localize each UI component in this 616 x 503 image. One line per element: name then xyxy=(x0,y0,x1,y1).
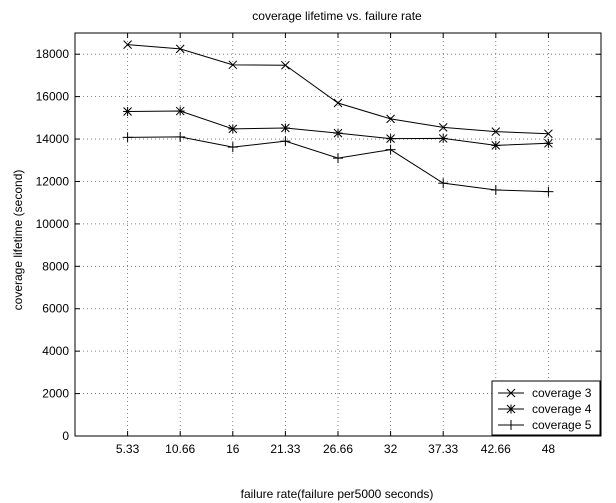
data-point xyxy=(385,144,396,155)
ticks: 0 2000 4000 6000 8000 10000 12000 14000 16000 180… xyxy=(36,33,601,456)
chart-title: coverage lifetime vs. failure rate xyxy=(252,9,422,23)
legend-entry: coverage 4 xyxy=(498,402,592,416)
data-point xyxy=(175,106,185,116)
data-point xyxy=(438,133,448,143)
y-tick-label: 8000 xyxy=(42,259,69,273)
y-tick-label: 0 xyxy=(62,429,69,443)
legend-label: coverage 4 xyxy=(532,402,592,416)
data-point xyxy=(280,136,291,147)
series-1 xyxy=(123,40,553,139)
data-point xyxy=(123,40,132,50)
data-point xyxy=(386,134,396,144)
y-tick-label: 14000 xyxy=(36,132,70,146)
data-point xyxy=(438,123,448,132)
data-point xyxy=(228,60,238,70)
legend-entry: coverage 3 xyxy=(498,386,592,400)
data-point xyxy=(333,98,343,108)
y-tick-label: 18000 xyxy=(36,47,70,61)
x-tick-label: 32 xyxy=(384,442,398,456)
x-tick-label: 48 xyxy=(542,442,556,456)
data-point xyxy=(123,106,133,116)
legend-label: coverage 3 xyxy=(532,386,592,400)
data-point xyxy=(228,124,238,134)
data-point xyxy=(333,128,343,138)
series-2 xyxy=(123,106,553,150)
x-tick-label: 42.66 xyxy=(481,442,511,456)
legend: coverage 3 coverage 4 coverage 5 xyxy=(491,380,601,436)
data-point xyxy=(386,114,395,124)
data-point xyxy=(438,178,449,189)
y-tick-label: 16000 xyxy=(36,90,70,104)
x-tick-label: 5.33 xyxy=(116,442,140,456)
data-point xyxy=(175,44,185,54)
data-point xyxy=(175,131,186,142)
x-tick-label: 26.66 xyxy=(323,442,353,456)
data-point xyxy=(491,127,501,136)
x-axis-label: failure rate(failure per5000 seconds) xyxy=(241,487,434,501)
series-line xyxy=(127,110,549,146)
data-point xyxy=(543,186,554,197)
data-point xyxy=(281,60,290,70)
x-tick-label: 21.33 xyxy=(270,442,300,456)
data-point xyxy=(227,142,238,153)
data-point xyxy=(280,123,290,133)
legend-entry: coverage 5 xyxy=(498,418,592,432)
legend-marker xyxy=(506,404,516,414)
legend-marker xyxy=(506,388,516,398)
y-tick-label: 4000 xyxy=(42,344,69,358)
grid xyxy=(75,33,601,436)
series-3 xyxy=(122,131,554,197)
x-tick-label: 16 xyxy=(226,442,240,456)
data-point xyxy=(333,153,343,164)
series xyxy=(122,40,554,197)
x-tick-label: 37.33 xyxy=(428,442,458,456)
legend-marker xyxy=(506,420,516,430)
data-point xyxy=(122,132,133,143)
data-point xyxy=(544,129,553,139)
y-tick-label: 10000 xyxy=(36,217,70,231)
legend-label: coverage 5 xyxy=(532,418,592,432)
x-tick-label: 10.66 xyxy=(165,442,195,456)
y-tick-label: 6000 xyxy=(42,302,69,316)
y-tick-label: 2000 xyxy=(42,387,69,401)
data-point xyxy=(491,140,501,150)
y-axis-label: coverage lifetime (second) xyxy=(11,170,25,311)
data-point xyxy=(490,184,501,195)
data-point xyxy=(543,138,553,148)
y-tick-label: 12000 xyxy=(36,174,70,188)
